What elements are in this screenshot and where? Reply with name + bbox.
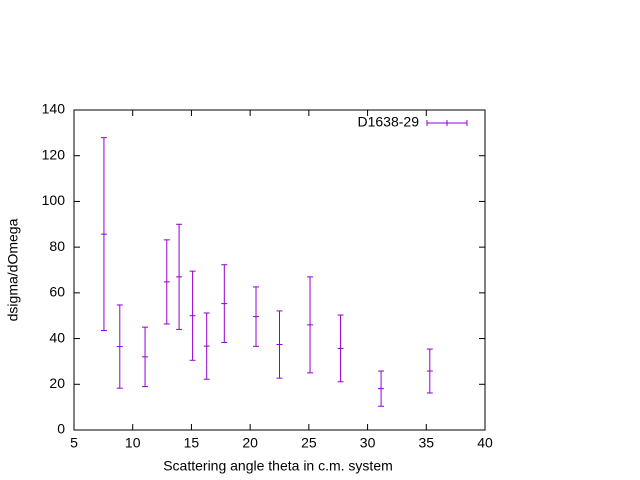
y-tick-label: 60 bbox=[49, 284, 65, 300]
y-tick-label: 40 bbox=[49, 329, 65, 345]
y-tick-label: 140 bbox=[42, 101, 66, 117]
x-tick-label: 25 bbox=[301, 435, 317, 451]
y-tick-label: 80 bbox=[49, 238, 65, 254]
x-tick-label: 40 bbox=[477, 435, 493, 451]
plot-border bbox=[73, 109, 486, 431]
x-tick-label: 15 bbox=[184, 435, 200, 451]
x-axis-label: Scattering angle theta in c.m. system bbox=[163, 458, 393, 474]
y-tick-label: 100 bbox=[42, 192, 66, 208]
y-tick-label: 120 bbox=[42, 146, 66, 162]
x-tick-label: 5 bbox=[70, 435, 78, 451]
y-tick-label: 0 bbox=[57, 421, 65, 437]
x-tick-label: 30 bbox=[360, 435, 376, 451]
x-tick-label: 10 bbox=[125, 435, 141, 451]
y-axis-label: dsigma/dOmega bbox=[5, 218, 21, 321]
x-tick-label: 20 bbox=[242, 435, 258, 451]
y-tick-label: 20 bbox=[49, 375, 65, 391]
legend-label: D1638-29 bbox=[358, 114, 420, 130]
x-tick-label: 35 bbox=[418, 435, 434, 451]
